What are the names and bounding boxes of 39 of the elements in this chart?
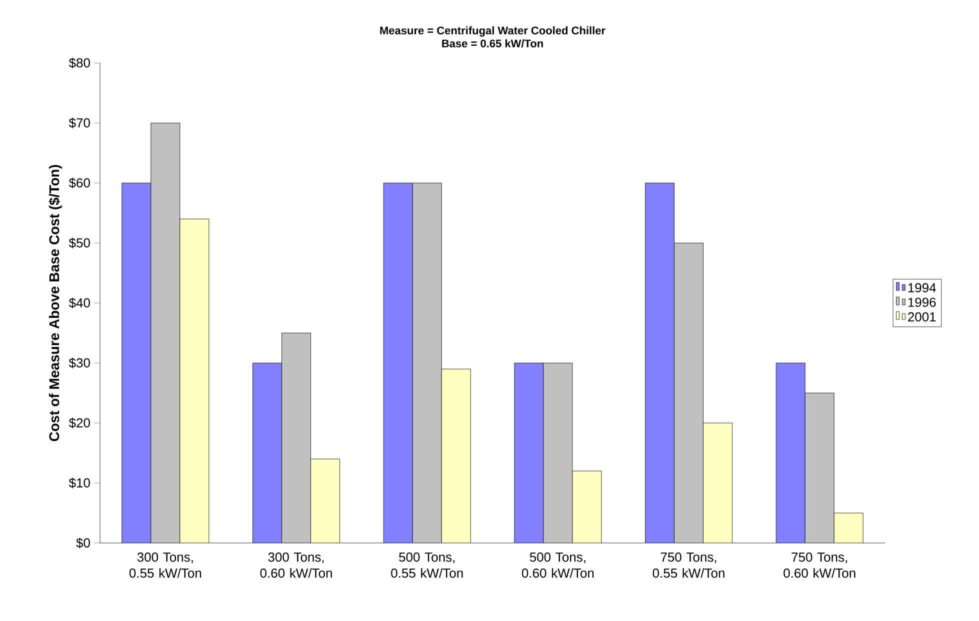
bar: [412, 182, 442, 543]
y-tick-label: $10: [68, 478, 90, 488]
bar: [252, 362, 282, 543]
bar: [282, 332, 311, 543]
bar: [122, 182, 151, 543]
y-axis-title: Cost of Measure Above Base Cost ($/Ton): [48, 164, 62, 442]
bar: [150, 122, 180, 543]
bar: [703, 422, 732, 543]
legend-label: 1994: [908, 283, 936, 292]
bar: [572, 471, 602, 543]
x-tick-label: 300 Tons, 0.60 kW/Ton: [260, 552, 332, 578]
chart-subtitle: Base = 0.65 kW/Ton: [442, 39, 543, 48]
y-tick-label: $30: [68, 358, 90, 368]
chart-title: Measure = Centrifugal Water Cooled Chiller: [380, 26, 606, 37]
bar: [674, 242, 704, 543]
bar: [776, 362, 806, 543]
bar: [310, 458, 340, 543]
bar: [180, 218, 209, 543]
x-tick-label: 750 Tons, 0.60 kW/Ton: [784, 552, 856, 578]
bar: [514, 362, 544, 543]
y-tick-label: $70: [68, 118, 90, 128]
y-tick-label: $80: [68, 58, 90, 68]
bar: [543, 362, 572, 543]
y-tick-label: $50: [68, 238, 90, 248]
bar: [804, 392, 834, 543]
legend-label: 1996: [908, 298, 936, 307]
y-tick-label: $20: [68, 418, 90, 428]
bar: [645, 182, 674, 543]
bar: [442, 368, 471, 543]
x-tick-label: 500 Tons, 0.55 kW/Ton: [391, 552, 463, 578]
bar: [384, 182, 413, 543]
y-tick-label: $0: [76, 538, 90, 548]
x-tick-label: 750 Tons, 0.55 kW/Ton: [652, 552, 724, 578]
y-tick-label: $40: [68, 298, 90, 308]
bar: [834, 512, 864, 543]
y-tick-label: $60: [68, 178, 90, 188]
x-tick-label: 300 Tons, 0.55 kW/Ton: [129, 552, 202, 578]
legend-label: 2001: [908, 312, 936, 322]
x-tick-label: 500 Tons, 0.60 kW/Ton: [522, 552, 594, 578]
